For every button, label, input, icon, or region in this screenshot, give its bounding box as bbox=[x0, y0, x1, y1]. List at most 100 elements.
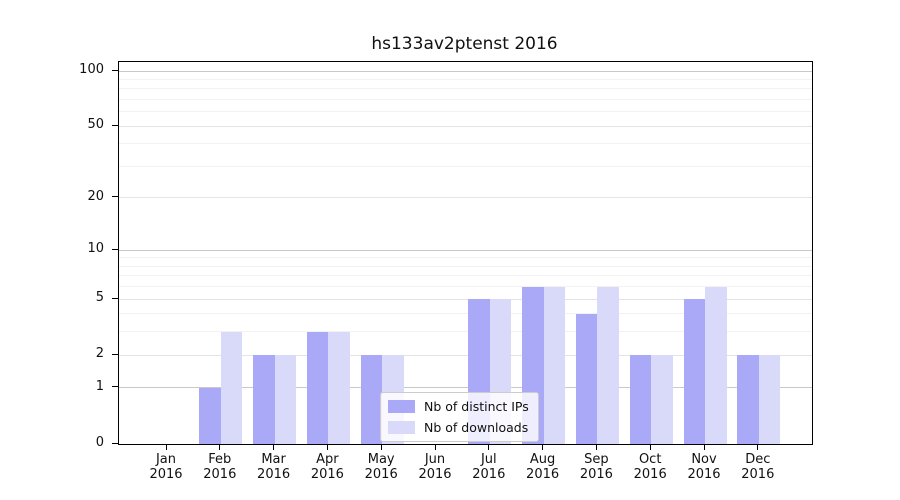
x-tick-year: 2016 bbox=[257, 467, 291, 482]
major-gridline bbox=[119, 125, 812, 127]
y-tick-mark bbox=[112, 386, 118, 388]
y-axis-tick-label: 20 bbox=[87, 188, 104, 204]
minor-gridline bbox=[119, 257, 812, 259]
major-gridline bbox=[119, 70, 812, 72]
x-tick-mark bbox=[703, 444, 705, 450]
bar-downloads bbox=[543, 286, 566, 444]
x-tick-mark bbox=[542, 444, 544, 450]
x-axis-tick-label: Jun 2016 bbox=[403, 452, 467, 482]
x-tick-month: Oct bbox=[638, 452, 662, 467]
y-tick-mark bbox=[112, 297, 118, 299]
y-axis-tick-label: 1 bbox=[95, 378, 104, 394]
x-axis-tick-label: Feb 2016 bbox=[188, 452, 252, 482]
minor-gridline bbox=[119, 88, 812, 90]
x-tick-month: Jan bbox=[155, 452, 177, 467]
major-gridline bbox=[119, 197, 812, 199]
x-tick-mark bbox=[273, 444, 275, 450]
legend-swatch-distinct-ips-icon bbox=[388, 400, 415, 413]
bar-downloads bbox=[758, 355, 781, 444]
x-tick-mark bbox=[219, 444, 221, 450]
x-tick-year: 2016 bbox=[310, 467, 344, 482]
minor-gridline bbox=[119, 275, 812, 277]
legend-label-downloads: Nb of downloads bbox=[424, 420, 529, 435]
chart-title: hs133av2ptenst 2016 bbox=[371, 34, 558, 54]
legend-item-downloads: Nb of downloads bbox=[388, 420, 529, 435]
y-axis-tick-label: 5 bbox=[95, 290, 104, 306]
y-tick-mark bbox=[112, 248, 118, 250]
x-tick-year: 2016 bbox=[472, 467, 506, 482]
x-tick-month: May bbox=[367, 452, 395, 467]
x-tick-mark bbox=[165, 444, 167, 450]
x-tick-month: Jul bbox=[480, 452, 497, 467]
minor-gridline bbox=[119, 313, 812, 315]
x-tick-year: 2016 bbox=[579, 467, 613, 482]
bar-downloads bbox=[328, 331, 350, 444]
y-tick-mark bbox=[112, 196, 118, 198]
bar-downloads bbox=[651, 355, 673, 444]
plot-area: Nb of distinct IPs Nb of downloads bbox=[118, 61, 813, 445]
x-tick-mark bbox=[757, 444, 759, 450]
legend-swatch-downloads-icon bbox=[388, 421, 415, 434]
x-axis-tick-label: Sep 2016 bbox=[564, 452, 628, 482]
x-tick-mark bbox=[488, 444, 490, 450]
bar-distinct-ips bbox=[575, 313, 598, 444]
x-tick-month: Dec bbox=[745, 452, 771, 467]
x-tick-month: Apr bbox=[316, 452, 339, 467]
minor-gridline bbox=[119, 111, 812, 113]
major-gridline bbox=[119, 354, 812, 356]
x-axis-tick-label: Jul 2016 bbox=[457, 452, 521, 482]
y-tick-mark bbox=[112, 69, 118, 71]
x-tick-mark bbox=[595, 444, 597, 450]
y-tick-mark bbox=[112, 124, 118, 126]
y-tick-mark bbox=[112, 442, 118, 444]
bar-downloads bbox=[705, 286, 727, 444]
legend: Nb of distinct IPs Nb of downloads bbox=[380, 392, 539, 442]
bar-distinct-ips bbox=[306, 331, 329, 444]
bar-downloads bbox=[274, 355, 297, 444]
x-axis-tick-label: May 2016 bbox=[349, 452, 413, 482]
bar-distinct-ips bbox=[683, 299, 705, 444]
x-tick-year: 2016 bbox=[741, 467, 775, 482]
y-axis-tick-label: 2 bbox=[95, 346, 104, 362]
x-axis-tick-label: Dec 2016 bbox=[726, 452, 790, 482]
minor-gridline bbox=[119, 265, 812, 267]
minor-gridline bbox=[119, 78, 812, 80]
x-tick-month: Nov bbox=[691, 452, 717, 467]
x-tick-mark bbox=[326, 444, 328, 450]
major-gridline bbox=[119, 249, 812, 251]
x-tick-month: Feb bbox=[208, 452, 232, 467]
x-tick-mark bbox=[434, 444, 436, 450]
bar-distinct-ips bbox=[737, 355, 759, 444]
x-tick-year: 2016 bbox=[203, 467, 237, 482]
x-tick-year: 2016 bbox=[633, 467, 667, 482]
x-axis-tick-label: Jan 2016 bbox=[134, 452, 198, 482]
minor-gridline bbox=[119, 98, 812, 100]
x-axis-tick-label: Aug 2016 bbox=[511, 452, 575, 482]
bar-downloads bbox=[597, 286, 619, 444]
y-axis-tick-label: 50 bbox=[87, 117, 104, 133]
x-tick-month: Aug bbox=[529, 452, 556, 467]
x-axis-tick-label: Mar 2016 bbox=[242, 452, 306, 482]
x-tick-mark bbox=[649, 444, 651, 450]
minor-gridline bbox=[119, 286, 812, 288]
x-tick-mark bbox=[380, 444, 382, 450]
y-axis-tick-label: 0 bbox=[95, 435, 104, 450]
major-gridline bbox=[119, 298, 812, 300]
minor-gridline bbox=[119, 143, 812, 145]
minor-gridline bbox=[119, 331, 812, 333]
x-tick-month: Jun bbox=[424, 452, 446, 467]
y-axis-tick-label: 100 bbox=[79, 62, 104, 77]
x-tick-month: Mar bbox=[261, 452, 286, 467]
minor-gridline bbox=[119, 165, 812, 167]
bar-distinct-ips bbox=[629, 355, 652, 444]
x-axis-tick-label: Oct 2016 bbox=[618, 452, 682, 482]
legend-item-distinct-ips: Nb of distinct IPs bbox=[388, 399, 529, 414]
x-tick-month: Sep bbox=[584, 452, 609, 467]
y-axis-tick-label: 10 bbox=[87, 241, 104, 257]
bar-downloads bbox=[220, 331, 243, 444]
x-tick-year: 2016 bbox=[526, 467, 560, 482]
x-axis-tick-label: Nov 2016 bbox=[672, 452, 736, 482]
bar-distinct-ips bbox=[199, 387, 221, 444]
x-tick-year: 2016 bbox=[149, 467, 183, 482]
